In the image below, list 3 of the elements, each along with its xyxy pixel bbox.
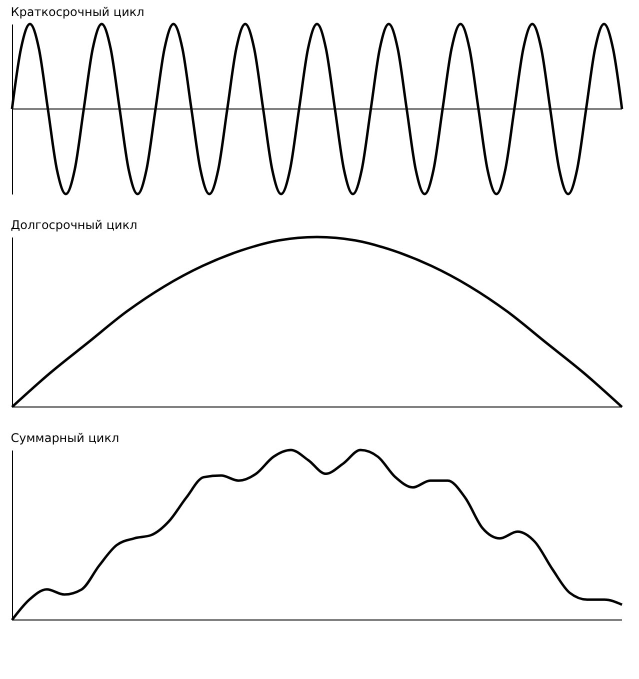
chart-title: Долгосрочный цикл: [10, 218, 138, 232]
chart-title: Краткосрочный цикл: [10, 4, 144, 19]
chart-title: Суммарный цикл: [10, 430, 120, 445]
